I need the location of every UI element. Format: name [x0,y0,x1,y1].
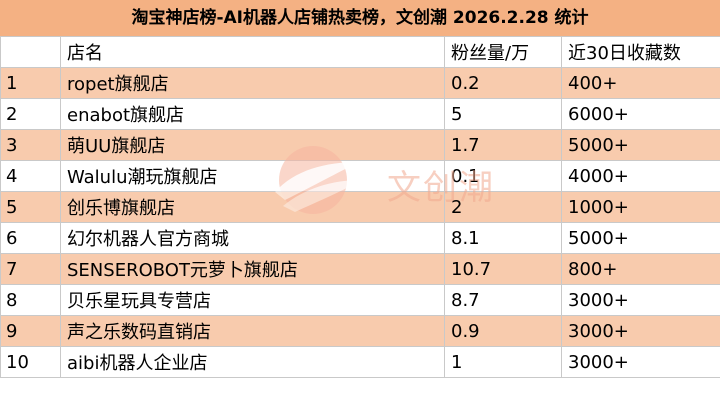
table-row: 4 Walulu潮玩旗舰店 0.1 4000+ [0,160,720,192]
fans-cell: 5 [444,98,562,130]
header-rank [0,36,61,68]
favorites-cell: 5000+ [561,129,720,161]
favorites-cell: 5000+ [561,222,720,254]
store-name-cell: 创乐博旗舰店 [60,191,445,223]
fans-cell: 1.7 [444,129,562,161]
rank-cell: 8 [0,284,61,316]
table-title: 淘宝神店榜-AI机器人店铺热卖榜，文创潮 2026.2.28 统计 [0,0,720,37]
fans-cell: 1 [444,346,562,378]
fans-cell: 2 [444,191,562,223]
store-name-cell: 声之乐数码直销店 [60,315,445,347]
favorites-cell: 4000+ [561,160,720,192]
rank-cell: 9 [0,315,61,347]
rank-cell: 5 [0,191,61,223]
table-row: 7 SENSEROBOT元萝卜旗舰店 10.7 800+ [0,253,720,285]
store-name-cell: 萌UU旗舰店 [60,129,445,161]
fans-cell: 8.7 [444,284,562,316]
store-name-cell: enabot旗舰店 [60,98,445,130]
table-row: 3 萌UU旗舰店 1.7 5000+ [0,129,720,161]
header-fans: 粉丝量/万 [444,36,562,68]
favorites-cell: 400+ [561,67,720,99]
store-name-cell: ropet旗舰店 [60,67,445,99]
header-row: 店名 粉丝量/万 近30日收藏数 [0,36,720,68]
store-name-cell: aibi机器人企业店 [60,346,445,378]
table-row: 6 幻尔机器人官方商城 8.1 5000+ [0,222,720,254]
table-row: 2 enabot旗舰店 5 6000+ [0,98,720,130]
rank-cell: 4 [0,160,61,192]
table-row: 8 贝乐星玩具专营店 8.7 3000+ [0,284,720,316]
rank-cell: 2 [0,98,61,130]
store-name-cell: Walulu潮玩旗舰店 [60,160,445,192]
header-favorites: 近30日收藏数 [561,36,720,68]
favorites-cell: 6000+ [561,98,720,130]
table-row: 5 创乐博旗舰店 2 1000+ [0,191,720,223]
rank-cell: 3 [0,129,61,161]
rank-cell: 6 [0,222,61,254]
rank-cell: 1 [0,67,61,99]
ranking-table: 店名 粉丝量/万 近30日收藏数 1 ropet旗舰店 0.2 400+ 2 e… [0,36,720,378]
fans-cell: 0.9 [444,315,562,347]
favorites-cell: 3000+ [561,315,720,347]
fans-cell: 8.1 [444,222,562,254]
rank-cell: 7 [0,253,61,285]
store-name-cell: 贝乐星玩具专营店 [60,284,445,316]
table-row: 1 ropet旗舰店 0.2 400+ [0,67,720,99]
rank-cell: 10 [0,346,61,378]
header-store-name: 店名 [60,36,445,68]
favorites-cell: 3000+ [561,284,720,316]
table-row: 10 aibi机器人企业店 1 3000+ [0,346,720,378]
fans-cell: 0.2 [444,67,562,99]
store-name-cell: SENSEROBOT元萝卜旗舰店 [60,253,445,285]
favorites-cell: 1000+ [561,191,720,223]
favorites-cell: 3000+ [561,346,720,378]
fans-cell: 10.7 [444,253,562,285]
store-name-cell: 幻尔机器人官方商城 [60,222,445,254]
table-row: 9 声之乐数码直销店 0.9 3000+ [0,315,720,347]
favorites-cell: 800+ [561,253,720,285]
fans-cell: 0.1 [444,160,562,192]
